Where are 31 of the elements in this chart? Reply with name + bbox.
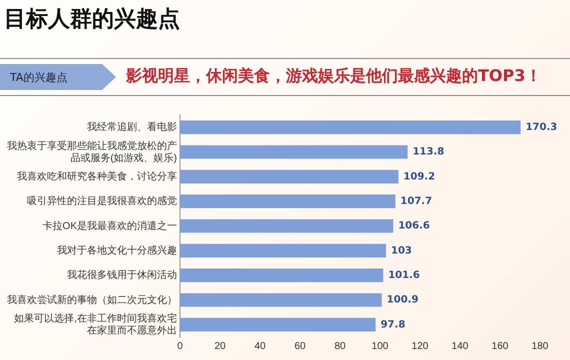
x-tick-label: 160 xyxy=(492,340,509,352)
x-tick-label: 120 xyxy=(412,340,429,352)
data-label: 101.6 xyxy=(388,270,420,281)
data-label: 103 xyxy=(391,245,412,256)
data-label: 109.2 xyxy=(403,171,436,182)
y-tick-label: 我经常追剧、看电影 xyxy=(87,121,177,134)
x-tick-label: 100 xyxy=(372,340,389,352)
chart-title: 目标人群的兴趣点 xyxy=(4,6,180,34)
y-tick-label: 我喜欢尝试新的事物（如二次元文化） xyxy=(7,294,177,306)
y-tick-label: 我热衷于享受那些能让我感觉放松的产品或服务(如游戏、娱乐) xyxy=(7,140,177,164)
y-tick-label: 如果可以选择,在非工作时间我喜欢宅在家里而不愿意外出 xyxy=(14,312,177,336)
chart-subtitle: 影视明星，休闲美食，游戏娱乐是他们最感兴趣的TOP3！ xyxy=(126,66,542,87)
data-label: 113.8 xyxy=(412,146,444,158)
y-tick-label: 我对于各地文化十分感兴趣 xyxy=(57,244,177,256)
y-tick-label: 我花很多钱用于休闲活动 xyxy=(67,269,177,282)
x-tick-label: 60 xyxy=(294,340,306,352)
data-label: 170.3 xyxy=(526,122,558,133)
data-label: 97.8 xyxy=(380,319,406,330)
y-tick-label: 吸引异性的注目是我很喜欢的感觉 xyxy=(27,195,177,208)
y-tick-label: 我喜欢吃和研究各种美食，讨论分享 xyxy=(17,170,177,182)
data-label: 107.7 xyxy=(400,196,432,207)
x-tick-label: 180 xyxy=(532,340,549,352)
x-tick-label: 80 xyxy=(334,340,346,352)
x-tick-label: 0 xyxy=(177,340,184,352)
x-tick-label: 140 xyxy=(452,340,469,352)
text: TA的兴趣点 xyxy=(10,70,68,85)
x-tick-label: 20 xyxy=(214,340,226,352)
y-tick-label: 卡拉OK是我最喜欢的消遣之一 xyxy=(42,220,177,232)
data-label: 106.6 xyxy=(398,220,430,232)
data-label: 100.9 xyxy=(386,294,418,306)
x-tick-label: 40 xyxy=(254,340,266,352)
